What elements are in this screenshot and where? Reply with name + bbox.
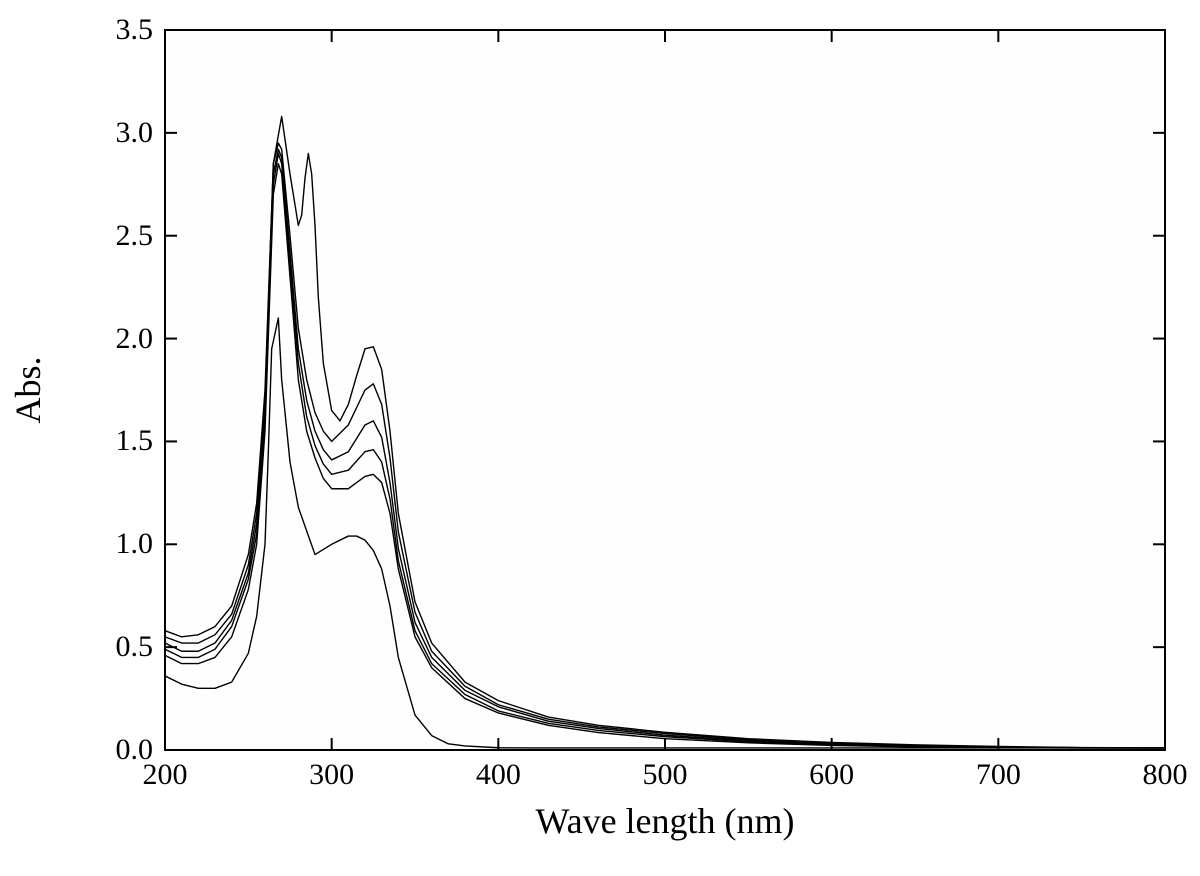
x-tick-label: 800 (1143, 758, 1188, 792)
y-tick-label: 1.5 (116, 424, 154, 458)
y-tick-label: 1.0 (116, 527, 154, 561)
x-tick-label: 700 (976, 758, 1021, 792)
y-tick-label: 2.0 (116, 322, 154, 356)
y-tick-label: 3.5 (116, 13, 154, 47)
chart-canvas (0, 0, 1200, 876)
absorbance-spectrum-chart: Abs. Wave length (nm) 200300400500600700… (0, 0, 1200, 876)
x-tick-label: 400 (476, 758, 521, 792)
y-axis-label: Abs. (7, 356, 49, 423)
x-tick-label: 600 (809, 758, 854, 792)
y-tick-label: 3.0 (116, 116, 154, 150)
x-tick-label: 500 (643, 758, 688, 792)
y-tick-label: 0.0 (116, 733, 154, 767)
x-tick-label: 300 (309, 758, 354, 792)
y-tick-label: 0.5 (116, 630, 154, 664)
x-axis-label: Wave length (nm) (535, 800, 794, 842)
y-tick-label: 2.5 (116, 219, 154, 253)
